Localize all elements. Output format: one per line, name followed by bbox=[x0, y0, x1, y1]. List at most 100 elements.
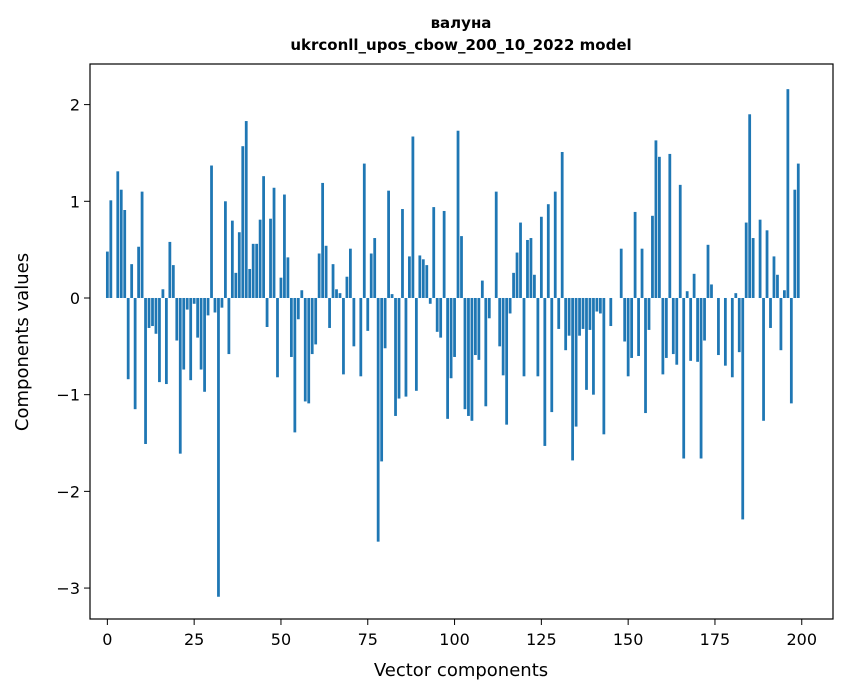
bar-11 bbox=[144, 297, 147, 444]
bar-110 bbox=[487, 297, 491, 319]
bar-154 bbox=[640, 248, 644, 298]
bar-157 bbox=[651, 215, 654, 298]
bar-64 bbox=[328, 297, 331, 328]
bar-139 bbox=[588, 297, 592, 330]
bar-136 bbox=[578, 297, 581, 336]
bar-27 bbox=[199, 297, 203, 370]
bar-81 bbox=[387, 190, 390, 298]
bar-128 bbox=[550, 297, 554, 413]
bar-77 bbox=[373, 238, 377, 298]
bar-28 bbox=[203, 297, 206, 392]
bar-134 bbox=[571, 297, 574, 461]
bar-130 bbox=[557, 297, 561, 329]
bar-21 bbox=[178, 297, 182, 454]
bar-97 bbox=[442, 210, 446, 298]
bar-26 bbox=[196, 297, 200, 338]
chart-subtitle: ukrconll_upos_cbow_200_10_2022 model bbox=[290, 36, 631, 54]
bar-199 bbox=[796, 163, 800, 298]
bar-88 bbox=[411, 136, 415, 298]
bar-189 bbox=[762, 297, 765, 421]
bar-172 bbox=[703, 297, 706, 341]
bar-56 bbox=[300, 290, 304, 298]
bar-123 bbox=[533, 274, 536, 298]
y-tick-label: 1 bbox=[70, 192, 80, 211]
bar-68 bbox=[342, 297, 345, 375]
bar-76 bbox=[369, 253, 373, 298]
bar-156 bbox=[647, 297, 651, 330]
bar-101 bbox=[456, 130, 460, 298]
bar-106 bbox=[474, 297, 477, 356]
bar-174 bbox=[710, 284, 713, 298]
bar-67 bbox=[338, 293, 342, 298]
bar-195 bbox=[783, 290, 786, 298]
bar-33 bbox=[220, 297, 224, 308]
bar-34 bbox=[224, 201, 227, 298]
bar-145 bbox=[609, 297, 613, 327]
bar-192 bbox=[772, 256, 776, 298]
bar-133 bbox=[567, 297, 571, 336]
bar-5 bbox=[123, 210, 127, 298]
bar-8 bbox=[133, 297, 137, 410]
bar-170 bbox=[696, 297, 699, 362]
bar-14 bbox=[154, 297, 158, 334]
bar-61 bbox=[317, 253, 321, 298]
bar-65 bbox=[331, 264, 335, 298]
bar-24 bbox=[189, 297, 193, 381]
bar-40 bbox=[244, 121, 248, 298]
bar-62 bbox=[321, 182, 325, 298]
bar-191 bbox=[769, 297, 772, 328]
bar-113 bbox=[498, 297, 502, 347]
bar-17 bbox=[164, 297, 168, 385]
bar-37 bbox=[234, 272, 238, 298]
bar-90 bbox=[418, 255, 422, 298]
bar-16 bbox=[161, 289, 165, 298]
bar-75 bbox=[366, 297, 370, 331]
bar-92 bbox=[425, 265, 429, 298]
bar-183 bbox=[741, 297, 745, 520]
bar-0 bbox=[105, 251, 109, 298]
bar-159 bbox=[658, 156, 661, 298]
y-axis: −3 −2 −1 0 1 2 bbox=[56, 96, 90, 598]
bar-198 bbox=[793, 189, 797, 298]
bar-152 bbox=[633, 211, 637, 298]
bar-47 bbox=[269, 218, 272, 298]
bar-129 bbox=[553, 191, 557, 298]
bar-99 bbox=[449, 297, 453, 379]
bar-51 bbox=[283, 194, 286, 298]
bar-137 bbox=[581, 297, 585, 329]
bar-196 bbox=[786, 89, 790, 298]
bar-161 bbox=[664, 297, 668, 358]
y-tick-label: −2 bbox=[56, 482, 80, 501]
bar-197 bbox=[789, 297, 793, 404]
y-tick-label: −1 bbox=[56, 386, 80, 405]
bar-22 bbox=[182, 297, 186, 370]
bar-149 bbox=[623, 297, 627, 342]
bar-69 bbox=[345, 276, 349, 298]
bar-126 bbox=[543, 297, 547, 446]
bar-25 bbox=[192, 297, 196, 304]
bar-52 bbox=[286, 257, 290, 298]
bar-168 bbox=[689, 297, 693, 361]
chart-title: валуна bbox=[431, 14, 492, 32]
bar-31 bbox=[213, 297, 217, 313]
bar-53 bbox=[289, 297, 293, 357]
bar-116 bbox=[508, 297, 512, 314]
bar-167 bbox=[685, 291, 689, 298]
x-tick-label: 200 bbox=[786, 630, 817, 649]
bar-127 bbox=[546, 204, 550, 298]
bar-143 bbox=[602, 297, 606, 435]
bar-173 bbox=[706, 244, 710, 298]
bar-109 bbox=[484, 297, 488, 407]
bar-89 bbox=[414, 297, 418, 391]
bar-79 bbox=[380, 297, 384, 462]
bar-162 bbox=[668, 153, 672, 298]
bar-122 bbox=[529, 238, 533, 298]
bar-96 bbox=[439, 297, 443, 338]
x-tick-label: 25 bbox=[184, 630, 204, 649]
bar-138 bbox=[585, 297, 588, 390]
bar-44 bbox=[258, 219, 262, 298]
bar-190 bbox=[765, 230, 769, 298]
bar-83 bbox=[394, 297, 397, 416]
x-tick-label: 125 bbox=[526, 630, 557, 649]
bar-98 bbox=[446, 297, 449, 419]
